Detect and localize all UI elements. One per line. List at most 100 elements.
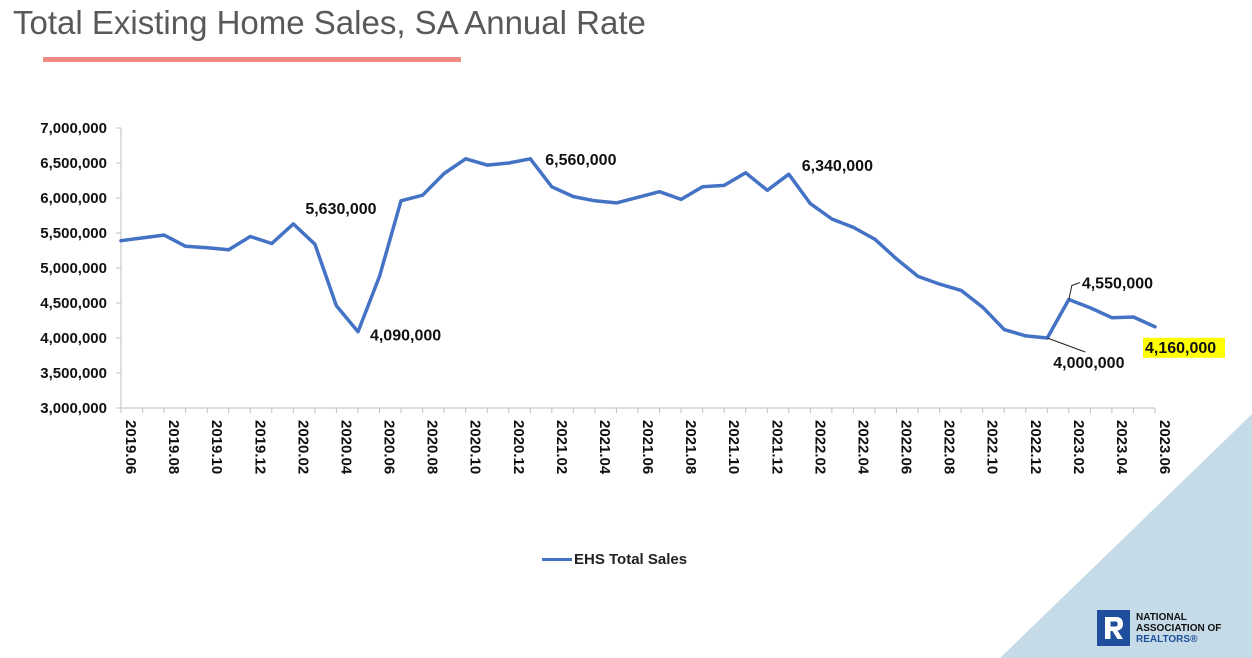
x-tick-label: 2022.06 [898, 420, 915, 474]
data-label: 4,000,000 [1053, 355, 1124, 372]
x-tick-label: 2021.08 [682, 420, 699, 474]
data-point [1110, 316, 1114, 320]
data-point [141, 236, 145, 240]
label-leader-line [1068, 282, 1081, 300]
x-tick-label: 2021.10 [725, 420, 742, 474]
data-point [830, 217, 834, 221]
y-tick-label: 6,000,000 [40, 190, 107, 207]
x-tick-label: 2020.12 [510, 420, 527, 474]
series-line [119, 157, 1157, 340]
y-tick-label: 4,500,000 [40, 295, 107, 312]
line-chart: 7,000,000 6,500,000 6,000,000 5,500,000 5,00… [40, 120, 1225, 475]
label-highlight [1143, 337, 1225, 358]
data-label: 6,340,000 [802, 158, 873, 175]
data-point [205, 246, 209, 250]
data-point [959, 288, 963, 292]
data-label: 4,550,000 [1082, 276, 1153, 293]
data-point [1002, 328, 1006, 332]
x-tick-label: 2021.12 [768, 420, 785, 474]
x-tick-label: 2019.08 [165, 420, 182, 474]
x-tick-label: 2022.12 [1027, 420, 1044, 474]
data-point [442, 172, 446, 175]
data-point [808, 202, 812, 206]
x-tick-label: 2021.04 [596, 420, 613, 475]
data-label: 4,090,000 [370, 328, 441, 345]
data-point [851, 225, 855, 229]
legend-label: EHS Total Sales [574, 551, 688, 568]
logo-line-1: NATIONAL [1136, 611, 1187, 623]
y-tick-label: 7,000,000 [40, 120, 107, 137]
legend-swatch [542, 558, 572, 561]
data-point [119, 239, 123, 243]
data-point [550, 185, 554, 189]
corner-decoration [1000, 414, 1252, 658]
data-point [248, 235, 252, 238]
data-point [873, 237, 877, 241]
data-point [334, 304, 338, 308]
data-point [464, 157, 468, 161]
x-tick-label: 2022.08 [941, 420, 958, 474]
x-tick-label: 2023.06 [1156, 420, 1173, 474]
x-tick-label: 2019.06 [122, 420, 139, 474]
data-label: 6,560,000 [545, 152, 616, 169]
data-point [270, 242, 274, 245]
x-tick-label: 2020.10 [467, 420, 484, 474]
data-point [378, 274, 381, 278]
y-tick-label: 5,000,000 [40, 260, 107, 277]
x-tick-label: 2020.06 [381, 420, 398, 474]
data-point [1131, 315, 1135, 319]
data-point [636, 195, 640, 199]
data-point [593, 199, 597, 203]
data-point [658, 190, 662, 194]
realtor-r-logo-icon [1097, 610, 1130, 646]
data-point [701, 185, 705, 189]
data-point [744, 171, 748, 175]
x-tick-label: 2020.02 [294, 420, 311, 474]
data-point [1088, 306, 1092, 310]
data-point [162, 233, 166, 237]
x-tick-label: 2021.02 [553, 420, 570, 474]
data-label: 5,630,000 [305, 201, 376, 218]
x-axis: 2019.06 2019.08 2019.10 2019.12 2020.02 2020.… [120, 407, 1173, 475]
y-tick-label: 3,000,000 [40, 400, 107, 417]
y-tick-label: 5,500,000 [40, 225, 107, 242]
data-point [291, 222, 295, 226]
slide-title: Total Existing Home Sales, SA Annual Rat… [13, 4, 646, 41]
data-point [528, 157, 532, 161]
x-tick-label: 2021.06 [639, 420, 656, 474]
logo-wordmark: NATIONAL ASSOCIATION OF REALTORS® [1136, 612, 1221, 645]
x-tick-label: 2019.10 [208, 420, 225, 474]
data-point [571, 195, 575, 199]
y-tick-label: 6,500,000 [40, 155, 107, 172]
logo-line-3: REALTORS® [1136, 633, 1198, 645]
x-tick-label: 2019.12 [251, 420, 268, 474]
y-axis: 7,000,000 6,500,000 6,000,000 5,500,000 5,00… [40, 120, 122, 417]
data-point [421, 193, 425, 197]
x-tick-label: 2023.02 [1070, 420, 1087, 474]
y-tick-label: 4,000,000 [40, 330, 107, 347]
y-tick-label: 3,500,000 [40, 365, 107, 382]
label-leader-line [1047, 337, 1086, 353]
x-tick-label: 2023.04 [1113, 420, 1130, 475]
data-point [722, 183, 726, 187]
x-tick-label: 2022.02 [811, 420, 828, 474]
data-point [895, 257, 898, 261]
data-point [614, 201, 618, 205]
series-ehs-total-sales [119, 157, 1157, 340]
chart-legend: EHS Total Sales [542, 551, 687, 568]
data-point [1153, 325, 1157, 329]
data-point [981, 305, 985, 309]
data-point [399, 199, 403, 203]
data-label: 4,160,000 [1145, 340, 1216, 357]
data-point [313, 242, 317, 246]
x-tick-label: 2020.08 [424, 420, 441, 474]
data-point [184, 244, 188, 248]
title-underline [43, 57, 461, 62]
data-point [1024, 334, 1028, 338]
data-point [507, 161, 511, 165]
data-point [485, 163, 489, 167]
x-tick-label: 2022.10 [984, 420, 1001, 474]
nar-logo: NATIONAL ASSOCIATION OF REALTORS® [1097, 610, 1221, 646]
x-tick-label: 2022.04 [854, 420, 871, 475]
data-point [787, 172, 791, 176]
